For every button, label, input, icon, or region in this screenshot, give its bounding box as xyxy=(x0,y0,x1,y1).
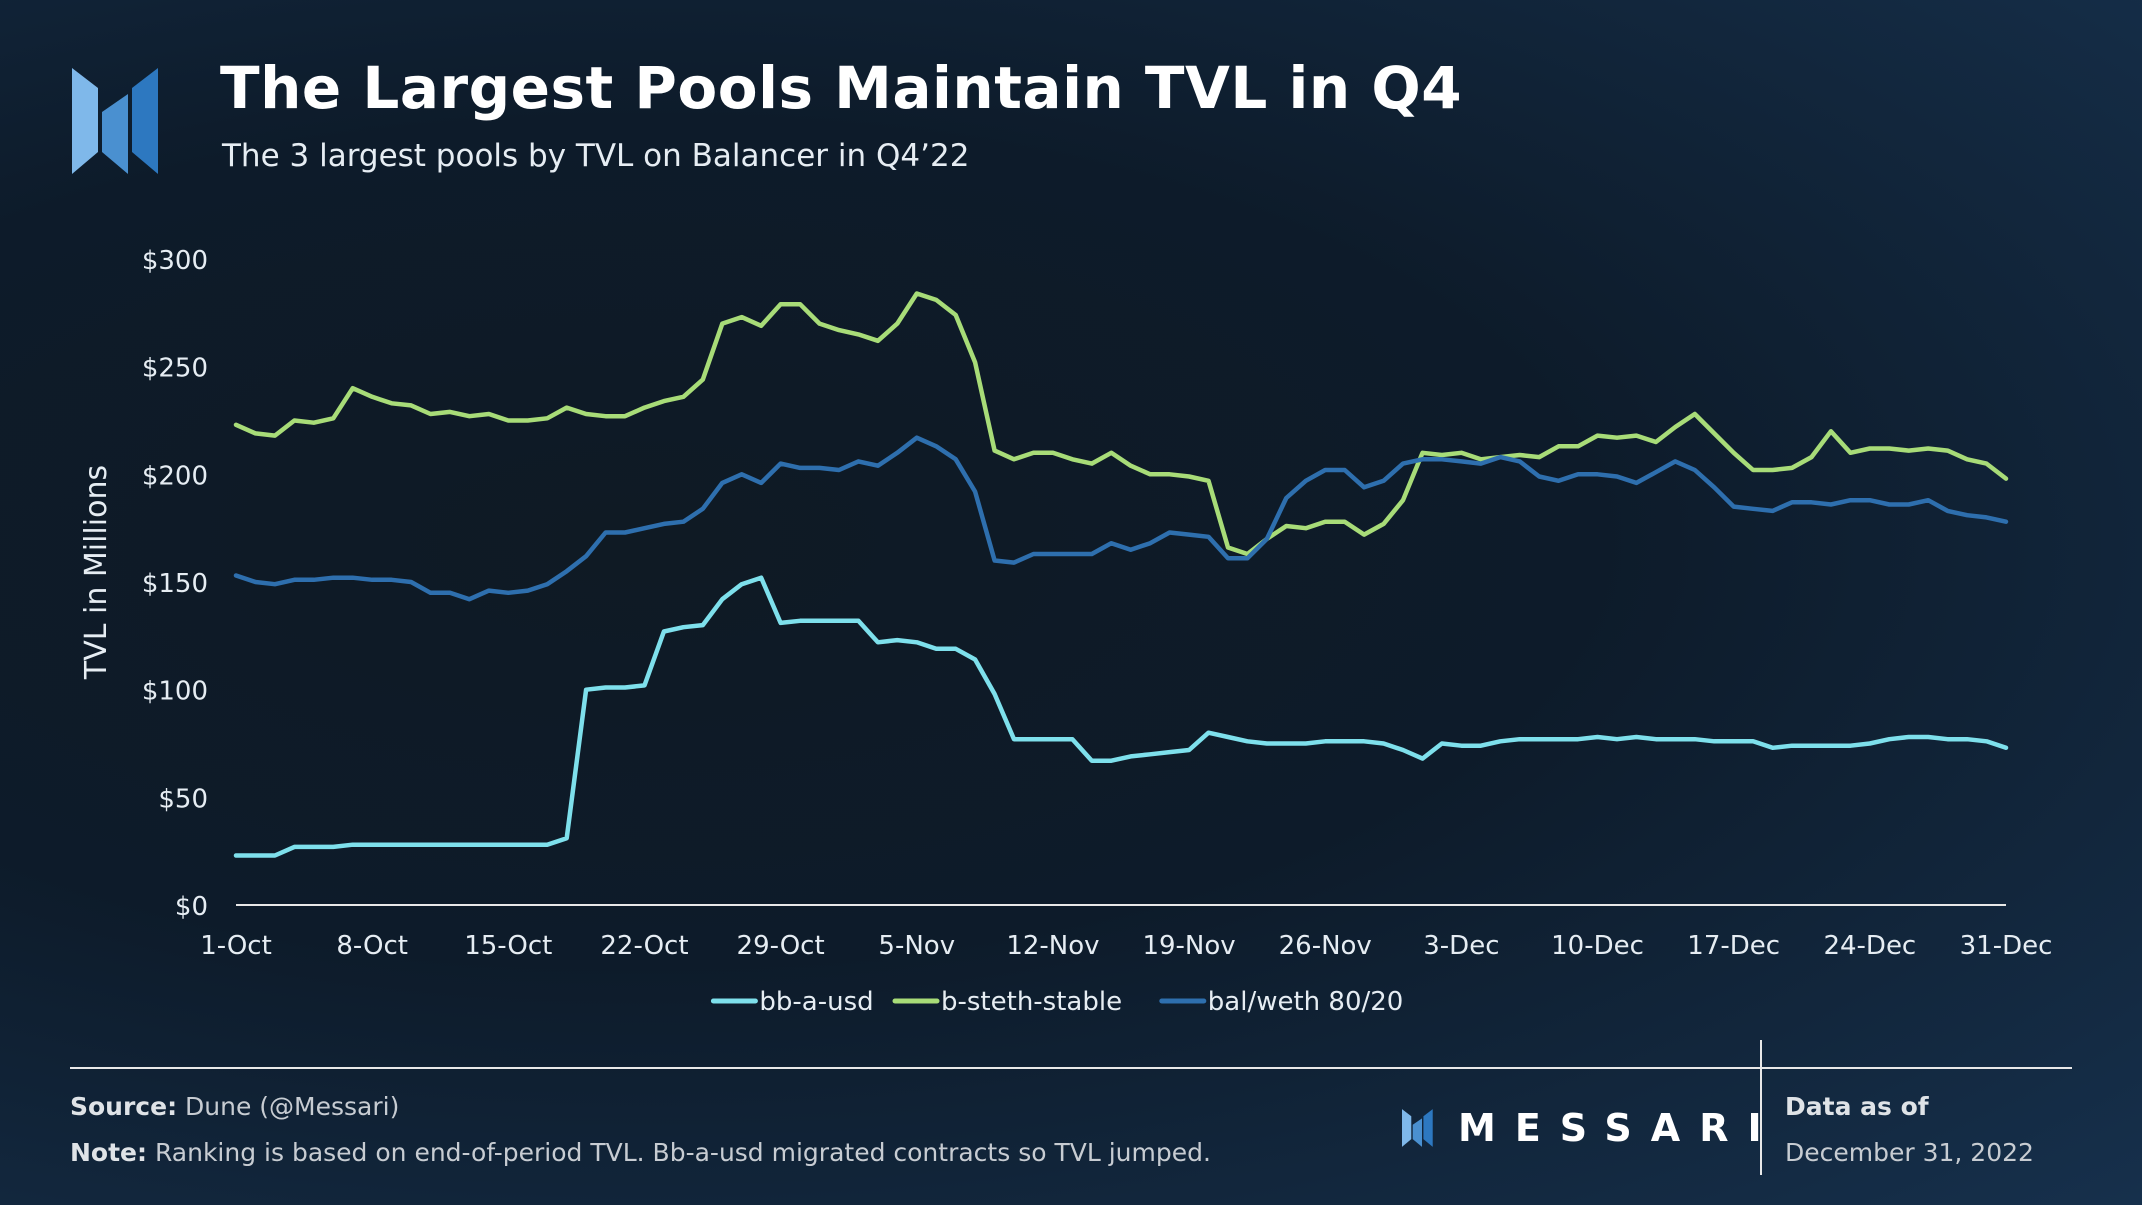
x-tick-label: 19-Nov xyxy=(1142,931,1235,961)
x-tick-label: 31-Dec xyxy=(1960,931,2053,961)
page-subtitle: The 3 largest pools by TVL on Balancer i… xyxy=(222,138,970,174)
legend-label: b-steth-stable xyxy=(941,987,1122,1017)
note-label: Note: xyxy=(70,1138,148,1167)
source-label: Source: xyxy=(70,1092,178,1121)
legend-label: bb-a-usd xyxy=(759,987,873,1017)
x-tick-label: 3-Dec xyxy=(1423,931,1499,961)
x-tick-label: 12-Nov xyxy=(1006,931,1099,961)
y-tick-label: $300 xyxy=(142,246,208,276)
series-line-bb-a-usd xyxy=(233,575,2009,858)
series-line-b-steth-stable xyxy=(233,291,2009,557)
messari-logo-icon xyxy=(72,68,158,174)
data-as-of-date: December 31, 2022 xyxy=(1785,1138,2034,1167)
x-tick-label: 1-Oct xyxy=(200,931,272,961)
x-tick-label: 29-Oct xyxy=(737,931,825,961)
y-tick-label: $250 xyxy=(142,354,208,384)
y-axis-title: TVL in Millions xyxy=(79,465,114,680)
note-text: Ranking is based on end-of-period TVL. B… xyxy=(147,1138,1211,1167)
data-as-of-label: Data as of xyxy=(1785,1092,1929,1121)
note-line: Note: Ranking is based on end-of-period … xyxy=(70,1138,1211,1167)
footer-divider xyxy=(70,1067,2072,1069)
x-tick-label: 5-Nov xyxy=(878,931,955,961)
x-tick-label: 26-Nov xyxy=(1279,931,1372,961)
y-tick-label: $150 xyxy=(142,569,208,599)
x-tick-label: 24-Dec xyxy=(1823,931,1916,961)
legend-label: bal/weth 80/20 xyxy=(1208,987,1404,1017)
source-text: Dune (@Messari) xyxy=(177,1092,400,1121)
x-tick-label: 10-Dec xyxy=(1551,931,1644,961)
y-tick-label: $200 xyxy=(142,461,208,491)
x-tick-label: 15-Oct xyxy=(464,931,552,961)
page-title: The Largest Pools Maintain TVL in Q4 xyxy=(220,54,1463,122)
x-tick-label: 17-Dec xyxy=(1687,931,1780,961)
brand-name: MESSARI xyxy=(1458,1106,1781,1150)
y-tick-label: $100 xyxy=(142,677,208,707)
brand-lockup: MESSARI xyxy=(1402,1106,1781,1150)
y-tick-label: $0 xyxy=(175,892,208,922)
x-tick-label: 22-Oct xyxy=(600,931,688,961)
footer-vertical-divider xyxy=(1760,1040,1762,1175)
source-line: Source: Dune (@Messari) xyxy=(70,1092,399,1121)
line-chart: TVL in Millions $0 $50 $100 $150 $200 $250 $30… xyxy=(79,246,2053,1017)
messari-mark-icon xyxy=(1402,1109,1433,1147)
x-tick-label: 8-Oct xyxy=(336,931,408,961)
series-line-bal-weth-80-20 xyxy=(233,435,2009,602)
y-tick-label: $50 xyxy=(158,784,208,814)
